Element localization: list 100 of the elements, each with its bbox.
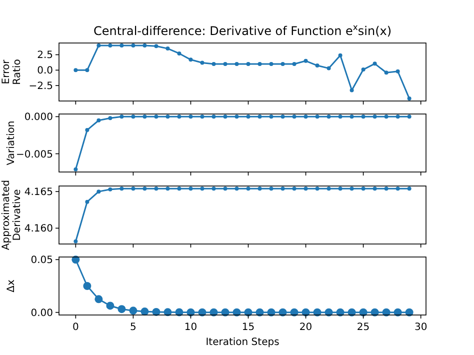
point — [338, 53, 342, 58]
point — [223, 114, 228, 119]
point — [188, 58, 193, 62]
point — [384, 70, 388, 75]
x-tick-label: 30 — [414, 322, 428, 333]
point — [372, 62, 377, 66]
point — [223, 186, 228, 191]
point — [326, 66, 331, 70]
point — [212, 114, 216, 119]
point — [177, 186, 182, 191]
x-tick-label: 15 — [242, 322, 255, 333]
point — [177, 114, 182, 119]
point — [188, 186, 193, 191]
point — [292, 186, 296, 191]
point — [304, 58, 308, 63]
point — [315, 114, 320, 119]
point — [96, 190, 101, 194]
point — [200, 186, 204, 191]
point — [384, 186, 388, 191]
point — [269, 62, 274, 66]
point — [129, 306, 138, 315]
point — [142, 186, 147, 191]
point — [142, 114, 147, 119]
point — [280, 114, 285, 119]
point — [154, 186, 158, 191]
point — [396, 69, 400, 74]
point — [246, 114, 250, 119]
point — [131, 186, 136, 191]
y-tick-label: 0.00 — [30, 308, 53, 319]
point — [350, 186, 354, 191]
point — [85, 128, 90, 132]
point — [304, 114, 308, 119]
point — [361, 114, 366, 119]
point — [326, 186, 331, 191]
point — [200, 60, 204, 65]
x-tick-label: 10 — [184, 322, 198, 333]
point — [120, 114, 124, 119]
point — [94, 295, 103, 304]
point — [315, 186, 320, 191]
point — [108, 187, 112, 192]
point — [223, 62, 228, 66]
point — [246, 186, 250, 191]
x-tick-label: 25 — [356, 322, 370, 333]
y-tick-label: 2.5 — [37, 50, 53, 62]
point — [85, 68, 90, 72]
point — [258, 114, 262, 119]
point — [120, 43, 124, 48]
point — [372, 114, 377, 119]
y-axis-title: Approximated Derivative — [1, 180, 23, 250]
point — [234, 186, 239, 191]
point — [96, 118, 101, 122]
x-tick-label: 20 — [299, 322, 312, 333]
point — [188, 114, 193, 119]
point — [292, 114, 296, 119]
point — [280, 186, 285, 191]
point — [407, 186, 412, 191]
point — [407, 96, 412, 101]
y-axis-title: Error Ratio — [1, 58, 23, 85]
y-tick-label: 0.0 — [37, 66, 53, 77]
y-tick-label: 4.165 — [24, 187, 53, 198]
point — [234, 62, 239, 66]
point — [131, 114, 136, 119]
point — [166, 186, 170, 191]
point — [200, 114, 204, 119]
point — [234, 114, 239, 119]
point — [350, 114, 354, 119]
point — [108, 43, 112, 48]
y-tick-label: 4.160 — [24, 224, 53, 235]
y-axis-title: Variation — [6, 120, 17, 166]
x-axis-title: Iteration Steps — [206, 337, 280, 348]
point — [361, 186, 366, 191]
y-tick-label: −0.005 — [16, 149, 53, 160]
point — [154, 44, 158, 48]
point — [85, 200, 90, 204]
point — [396, 186, 400, 191]
point — [177, 51, 182, 56]
point — [246, 62, 250, 66]
x-tick-label: 5 — [130, 322, 136, 333]
point — [361, 68, 366, 72]
y-axis-title: Δx — [6, 280, 17, 292]
point — [140, 308, 149, 316]
point — [212, 186, 216, 191]
point — [108, 116, 112, 120]
point — [74, 68, 78, 72]
point — [74, 167, 78, 172]
point — [338, 186, 342, 191]
x-tick-label: 0 — [72, 322, 79, 333]
point — [131, 43, 136, 48]
y-tick-label: −2.5 — [28, 81, 53, 92]
point — [304, 186, 308, 191]
point — [74, 239, 78, 244]
point — [83, 282, 92, 290]
point — [338, 114, 342, 119]
point — [315, 64, 320, 68]
point — [280, 62, 285, 66]
point — [166, 46, 170, 51]
y-tick-label: 0.000 — [24, 112, 53, 124]
point — [258, 62, 262, 66]
point — [384, 114, 388, 119]
point — [166, 114, 170, 119]
